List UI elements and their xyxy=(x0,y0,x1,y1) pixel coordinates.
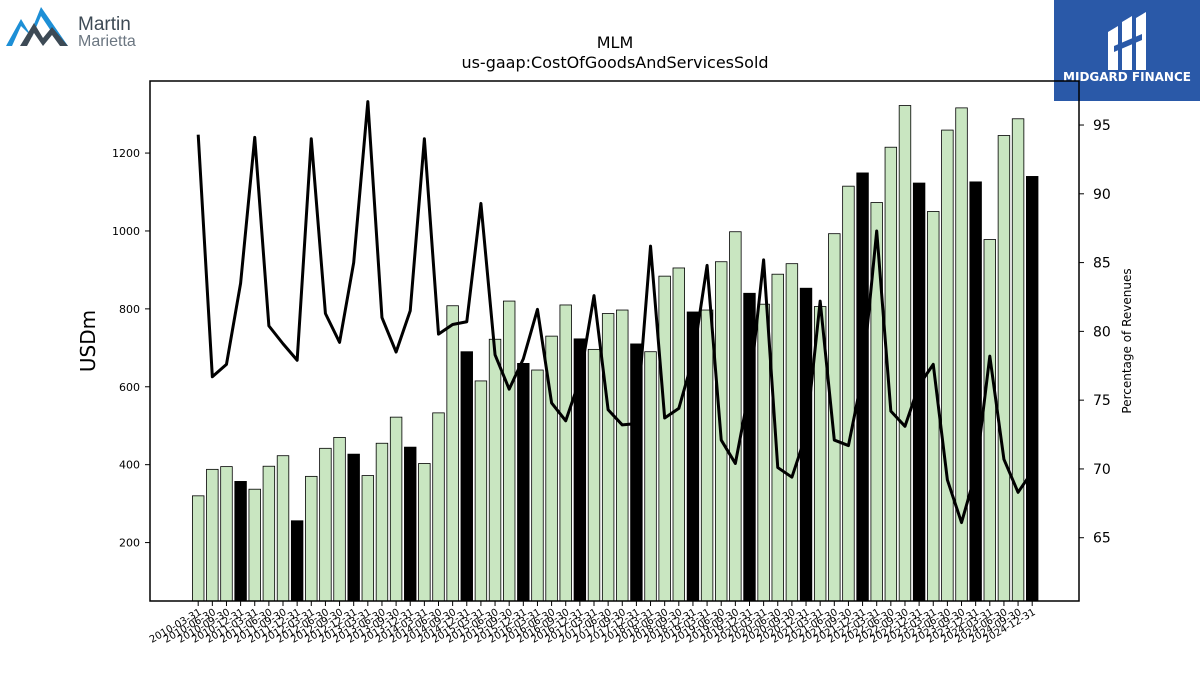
bar xyxy=(1011,118,1025,602)
bar xyxy=(969,181,982,602)
y2-tick-label: 95 xyxy=(1093,118,1111,134)
chart-title: MLM xyxy=(597,33,634,52)
bar xyxy=(333,436,346,602)
bar xyxy=(474,380,488,602)
bar xyxy=(220,466,233,602)
bar xyxy=(446,305,459,602)
y-tick-label: 200 xyxy=(119,537,140,550)
bar xyxy=(432,412,445,602)
bar xyxy=(262,465,276,602)
bar xyxy=(729,231,742,602)
bar xyxy=(941,129,954,602)
bar xyxy=(206,468,219,602)
y-tick-label: 400 xyxy=(119,459,140,472)
y2-tick-label: 75 xyxy=(1093,393,1111,409)
bars-group xyxy=(191,105,1039,602)
bar xyxy=(997,135,1011,602)
bar xyxy=(531,369,544,602)
plot-frame xyxy=(149,80,1080,602)
y2-tick-label: 70 xyxy=(1093,462,1111,478)
midgard-emblem-icon xyxy=(1108,12,1146,70)
y2-tick-label: 65 xyxy=(1093,531,1111,547)
logo-text-line1: Martin xyxy=(78,14,131,35)
bar xyxy=(672,267,686,602)
logo-mountain-dark xyxy=(20,23,68,46)
y-tick-label: 1200 xyxy=(112,147,140,160)
bar xyxy=(912,182,926,602)
bar xyxy=(361,475,375,602)
y-axis-right: 65 70 75 80 85 90 95 xyxy=(1079,118,1111,547)
bar xyxy=(658,275,671,602)
y-tick-label: 800 xyxy=(119,303,140,316)
logo-text-line2: Marietta xyxy=(78,33,136,50)
bar xyxy=(771,273,784,602)
y-axis-left: 200 400 600 800 1000 1200 xyxy=(112,147,150,550)
y-axis-label: USDm xyxy=(76,310,100,372)
y-tick-label: 600 xyxy=(119,381,140,394)
y2-axis-label: Percentage of Revenues xyxy=(1120,268,1134,413)
bar xyxy=(757,303,770,602)
bar xyxy=(290,520,304,602)
bar xyxy=(389,416,403,602)
bar xyxy=(460,351,473,602)
bar xyxy=(785,263,799,602)
bar xyxy=(319,447,332,602)
bar xyxy=(700,309,714,602)
y2-tick-label: 80 xyxy=(1093,324,1111,340)
midgard-finance-text: MIDGARD FINANCE xyxy=(1063,70,1191,84)
percentage-line xyxy=(196,100,1034,525)
bar xyxy=(276,455,290,602)
bar xyxy=(955,107,968,602)
bar xyxy=(404,446,417,602)
bar xyxy=(488,338,502,602)
bar xyxy=(248,488,261,602)
bar xyxy=(347,453,360,602)
bar xyxy=(983,239,996,602)
bar xyxy=(842,185,855,602)
bar xyxy=(828,233,841,602)
x-axis: 2010-03-312010-06-302010-09-302010-12-31… xyxy=(148,601,1038,646)
bar xyxy=(601,313,615,602)
bar xyxy=(517,362,530,602)
bar xyxy=(418,463,431,602)
bar xyxy=(644,351,657,602)
line-group xyxy=(196,100,1034,525)
bar xyxy=(559,304,572,602)
y2-tick-label: 85 xyxy=(1093,256,1111,272)
y-tick-label: 1000 xyxy=(112,225,140,238)
bar xyxy=(587,348,601,602)
bar xyxy=(375,442,389,602)
company-logo: Martin Marietta xyxy=(6,5,166,51)
bar xyxy=(502,300,516,602)
chart-subtitle: us-gaap:CostOfGoodsAndServicesSold xyxy=(461,53,768,72)
y2-tick-label: 90 xyxy=(1093,187,1111,203)
bar xyxy=(1026,176,1039,602)
bar xyxy=(898,105,912,602)
bar xyxy=(191,495,205,602)
bar xyxy=(305,475,318,602)
bar xyxy=(616,309,629,602)
bar xyxy=(856,172,869,602)
midgard-finance-logo: MIDGARD FINANCE xyxy=(1054,0,1200,101)
bar xyxy=(234,481,247,602)
